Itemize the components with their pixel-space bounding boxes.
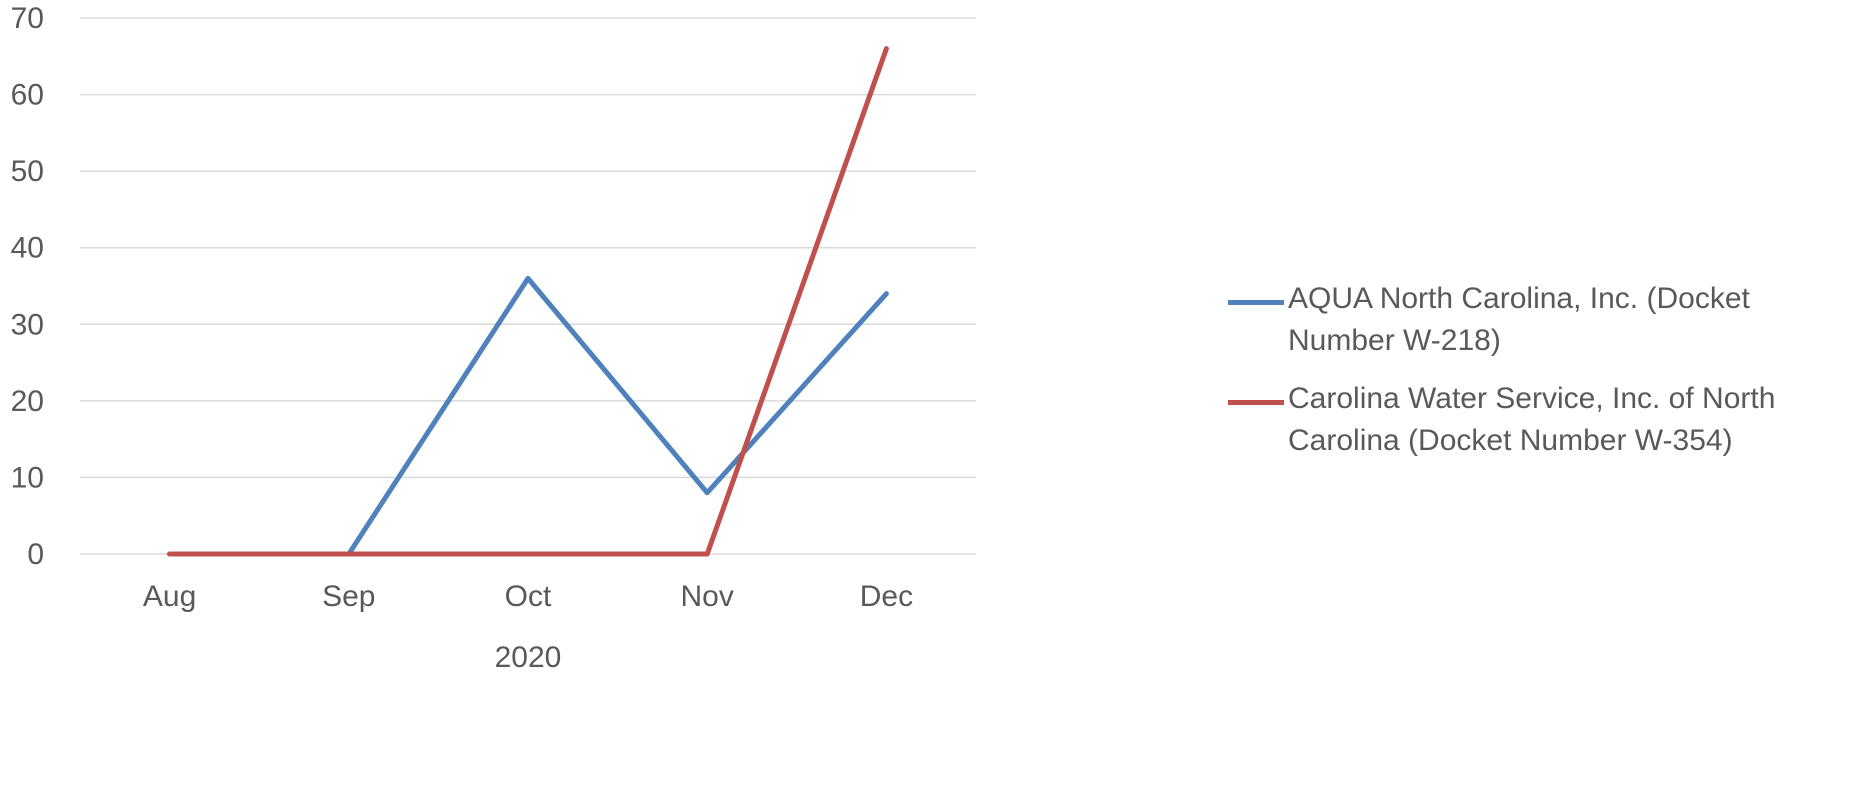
y-tick-label-40: 40 [11,232,44,265]
series-line-aqua [167,275,889,557]
x-tick-label-nov: Nov [681,580,734,613]
x-axis-group-label: 2020 [495,641,562,674]
x-axis-tick-labels: Aug Sep Oct Nov Dec [143,580,913,613]
series-lines [167,46,889,557]
x-tick-label-sep: Sep [322,580,375,613]
legend-swatch-carolina-water [1228,400,1284,405]
y-axis-tick-labels: 0 10 20 30 40 50 60 70 [11,2,44,571]
legend-label-aqua: AQUA North Carolina, Inc. (Docket Number… [1288,282,1750,357]
y-tick-label-0: 0 [27,538,44,571]
legend: AQUA North Carolina, Inc. (Docket Number… [1228,278,1848,478]
y-tick-label-70: 70 [11,2,44,35]
y-tick-label-30: 30 [11,308,44,341]
legend-label-carolina-water: Carolina Water Service, Inc. of North Ca… [1288,382,1776,457]
legend-item-carolina-water: Carolina Water Service, Inc. of North Ca… [1228,378,1848,462]
y-tick-label-50: 50 [11,155,44,188]
x-tick-label-aug: Aug [143,580,196,613]
legend-item-aqua: AQUA North Carolina, Inc. (Docket Number… [1228,278,1848,362]
x-tick-label-dec: Dec [860,580,913,613]
y-tick-label-60: 60 [11,79,44,112]
gridlines [80,17,976,555]
legend-swatch-aqua [1228,300,1284,305]
x-tick-label-oct: Oct [505,580,552,613]
series-line-carolina-water [167,46,889,557]
y-tick-label-20: 20 [11,385,44,418]
y-tick-label-10: 10 [11,461,44,494]
